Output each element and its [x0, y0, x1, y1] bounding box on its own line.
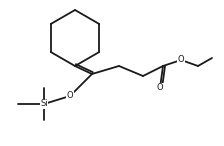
Text: Si: Si: [40, 100, 48, 108]
Text: O: O: [67, 92, 73, 100]
Text: O: O: [178, 55, 184, 65]
Text: O: O: [157, 84, 163, 93]
